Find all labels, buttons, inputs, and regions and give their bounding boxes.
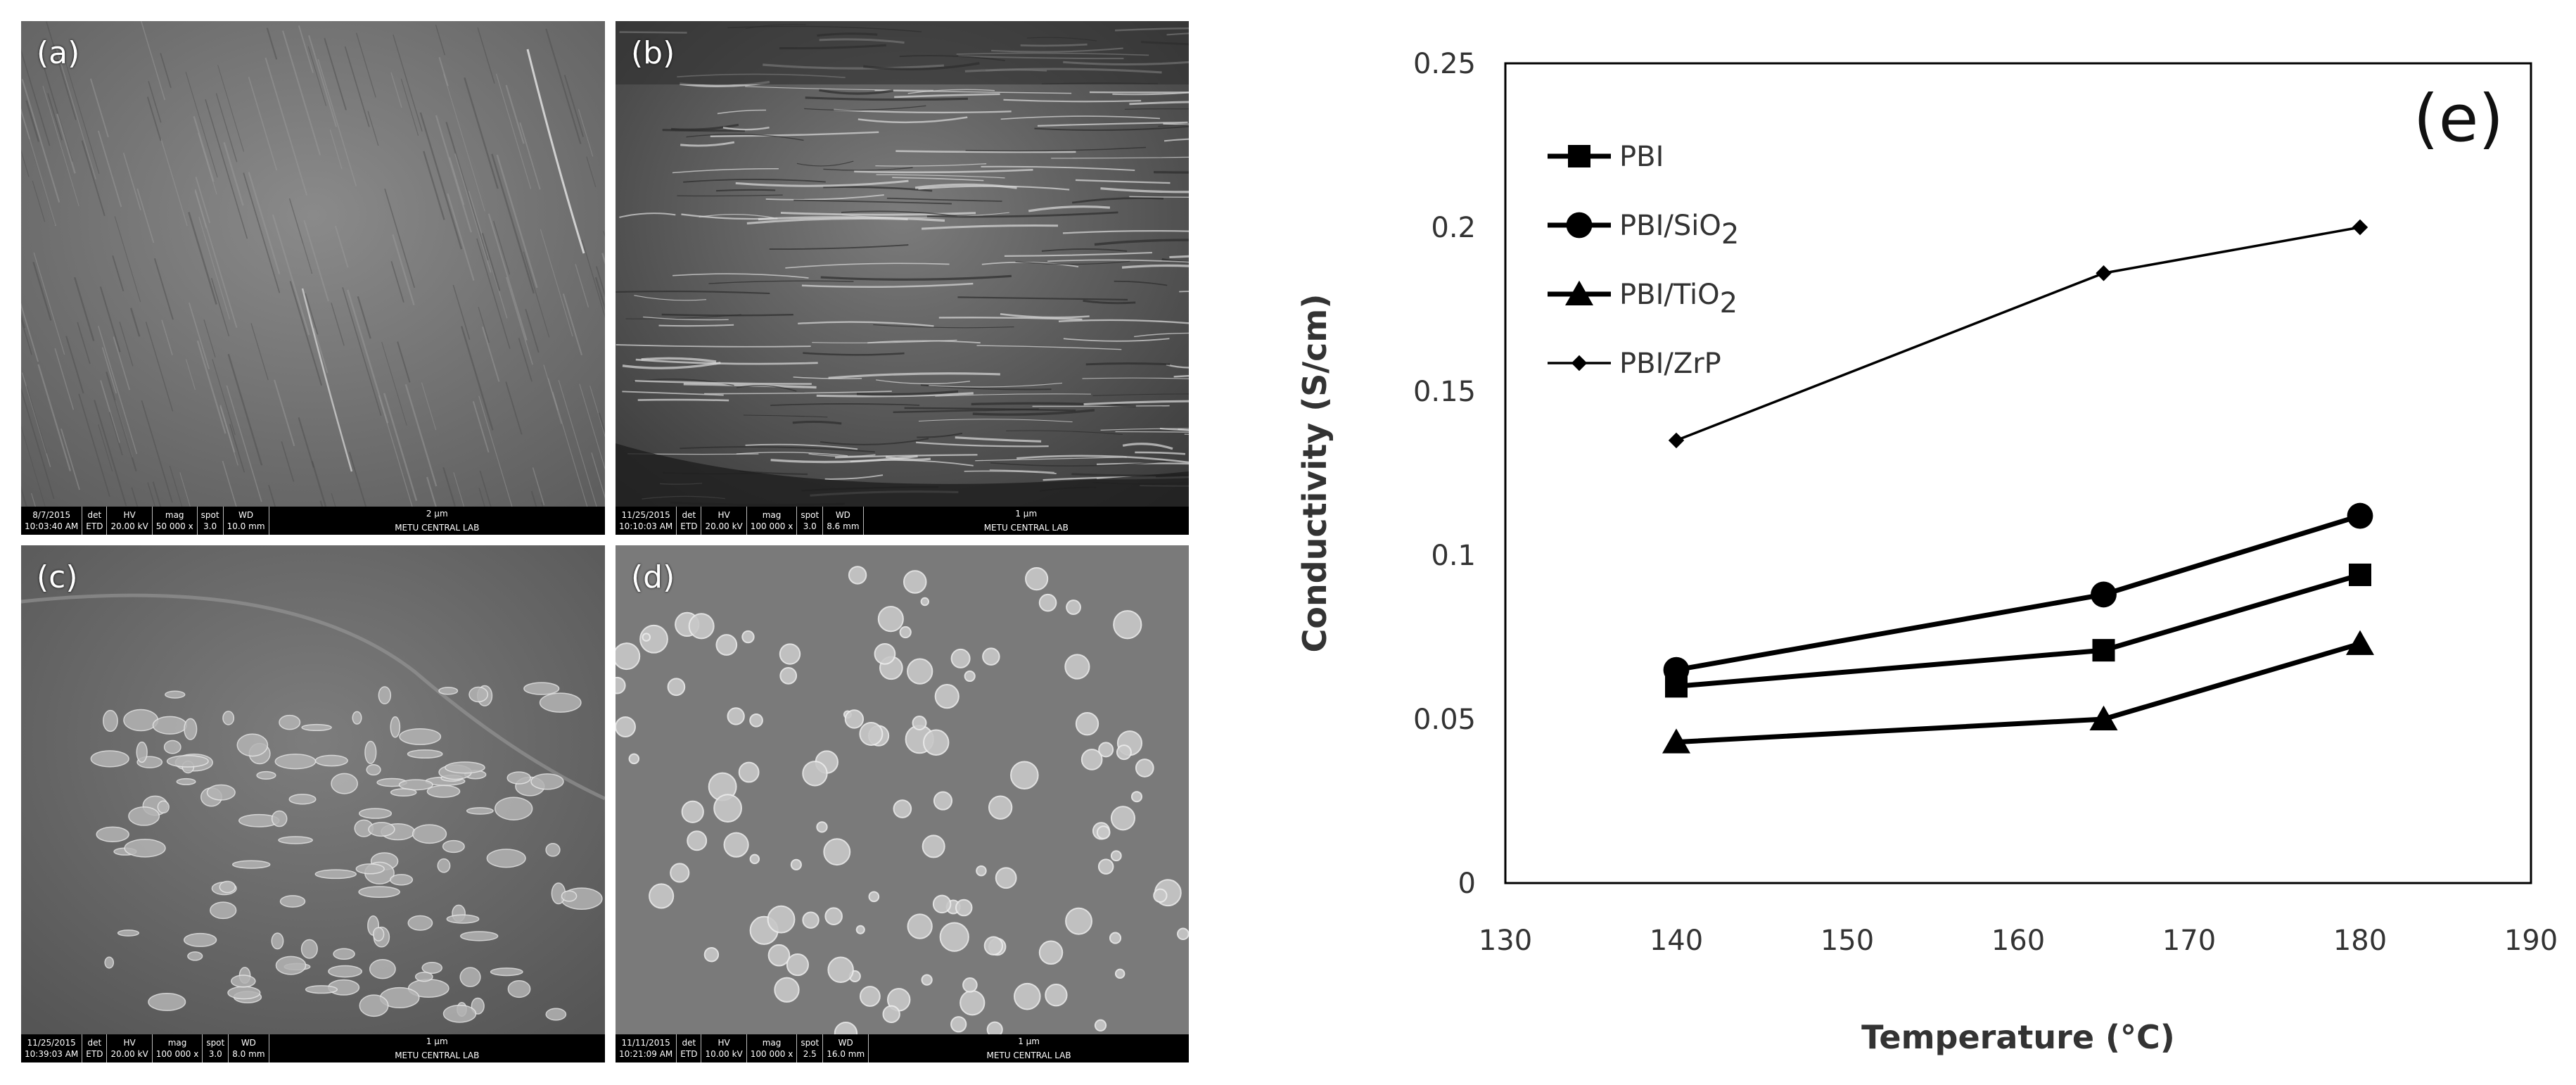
panel-label-b: (b): [631, 35, 675, 71]
x-tick-label: 140: [1650, 925, 1703, 957]
y-tick-label: 0: [1458, 868, 1476, 900]
y-tick-label: 0.1: [1431, 540, 1476, 572]
data-point-marker: [2096, 265, 2112, 281]
panel-label-c: (c): [37, 559, 78, 595]
data-point-marker: [2347, 502, 2373, 529]
data-point-marker: [2089, 705, 2118, 730]
sem-infobar-a: 8/7/2015 10:03:40 AM det ETD HV 20.00 kV ma…: [21, 507, 605, 535]
legend-label: PBI/SiO2: [1619, 210, 1739, 250]
data-point-marker: [2349, 563, 2371, 586]
y-axis-label: Conductivity (S/cm): [1296, 294, 1334, 653]
series-line: [1676, 226, 2361, 442]
scale-bar-label-a: 2 μm: [426, 509, 448, 519]
plot-area-border: [1504, 62, 2532, 884]
series-pbi-zrp: [1668, 219, 2368, 449]
x-tick-label: 160: [1991, 925, 2045, 957]
x-axis-label: Temperature (°C): [1861, 1018, 2175, 1056]
sem-panel-c: (c) 11/25/2015 10:39:03 AM det ETD HV 20.00…: [21, 545, 605, 1062]
series-pbi-tio2: [1662, 630, 2374, 754]
sem-infobar-b: 11/25/2015 10:10:03 AM det ETD HV 20.00 kV …: [616, 507, 1189, 535]
legend-entry: PBI/TiO2: [1548, 279, 1737, 319]
scale-bar-label-d: 1 μm: [1018, 1036, 1040, 1046]
x-tick-label: 130: [1479, 925, 1532, 957]
scale-bar-label-c: 1 μm: [426, 1036, 448, 1046]
legend-label: PBI/TiO2: [1619, 279, 1737, 319]
legend-marker: [1565, 280, 1593, 305]
panel-label-d: (d): [631, 559, 675, 595]
data-point-marker: [2092, 639, 2115, 662]
data-point-marker: [1662, 728, 1690, 754]
legend-marker: [1566, 212, 1593, 239]
series-pbi: [1665, 563, 2371, 698]
y-tick-label: 0.25: [1413, 48, 1476, 80]
sem-panel-d: (d) 11/11/2015 10:21:09 AM det ETD HV 10.00…: [616, 545, 1189, 1062]
sem-texture-b: [616, 21, 1189, 507]
legend-entry: PBI/SiO2: [1548, 210, 1739, 250]
sem-infobar-c: 11/25/2015 10:39:03 AM det ETD HV 20.00 kV …: [21, 1034, 605, 1062]
data-point-marker: [2091, 581, 2117, 608]
legend-entry: PBI/ZrP: [1548, 348, 1721, 380]
x-tick-label: 170: [2162, 925, 2216, 957]
sem-texture-d: [616, 545, 1189, 1034]
panel-label-e: (e): [2414, 81, 2504, 156]
y-tick-label: 0.15: [1413, 376, 1476, 408]
x-tick-label: 180: [2333, 925, 2387, 957]
sem-panel-b: (b) 11/25/2015 10:10:03 AM det ETD HV 20.00…: [616, 21, 1189, 535]
y-tick-label: 0.2: [1431, 212, 1476, 244]
legend-marker: [1571, 355, 1588, 372]
data-point-marker: [2346, 630, 2374, 655]
sem-panel-a: (a) 8/7/2015 10:03:40 AM det ETD HV 20.00 k…: [21, 21, 605, 535]
sem-texture-a: [21, 21, 605, 507]
scale-bar-label-b: 1 μm: [1015, 509, 1038, 519]
legend-label: PBI/ZrP: [1619, 348, 1721, 380]
legend-label: PBI: [1619, 141, 1664, 173]
series-line: [1676, 572, 2361, 689]
data-point-marker: [1668, 432, 1685, 449]
x-tick-label: 190: [2504, 925, 2558, 957]
panel-label-a: (a): [37, 35, 80, 71]
series-pbi-sio2: [1663, 502, 2373, 683]
legend-marker: [1568, 145, 1590, 167]
series-line: [1676, 513, 2361, 673]
y-tick-label: 0.05: [1413, 704, 1476, 736]
conductivity-chart: 0 0.05 0.1 0.15 0.2 0.25 130 140 150 160 170 180 190…: [1296, 48, 2558, 1056]
sem-infobar-d: 11/11/2015 10:21:09 AM det ETD HV 10.00 kV …: [616, 1034, 1189, 1062]
x-tick-label: 150: [1821, 925, 1874, 957]
sem-texture-c: [21, 545, 605, 1034]
legend-entry: PBI: [1548, 141, 1664, 173]
data-point-marker: [1663, 656, 1690, 683]
data-point-marker: [2352, 219, 2368, 236]
